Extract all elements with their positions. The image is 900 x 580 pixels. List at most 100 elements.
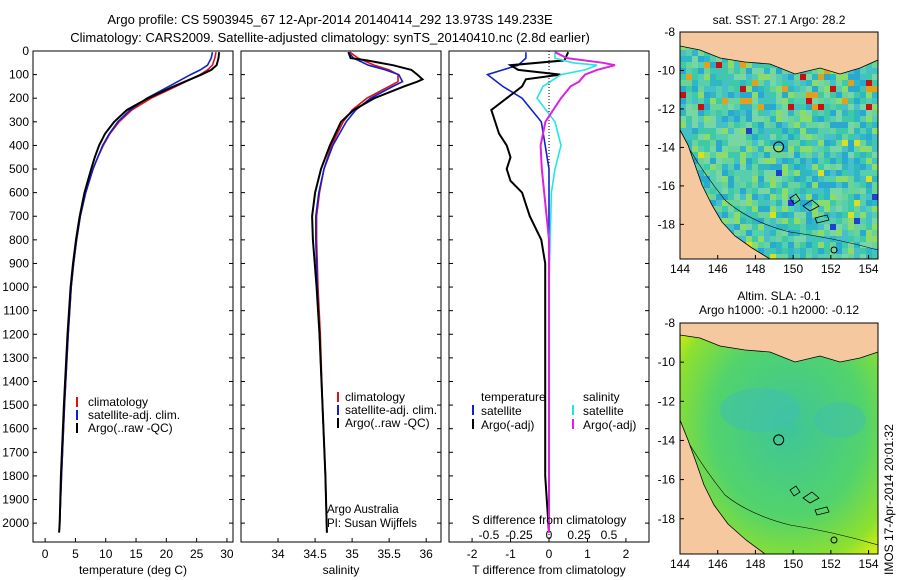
sst-cell xyxy=(764,104,770,110)
sst-cell xyxy=(758,158,764,164)
sst-cell xyxy=(680,116,686,122)
sst-cell xyxy=(842,92,848,98)
sst-cell xyxy=(824,152,830,158)
sst-cell xyxy=(728,122,734,128)
sst-cell xyxy=(866,134,872,140)
sst-cell xyxy=(812,182,818,188)
sst-cell xyxy=(716,122,722,128)
y-tick-label: 1600 xyxy=(2,422,29,436)
sst-cell xyxy=(680,80,686,86)
sst-cell xyxy=(866,68,872,74)
sst-cell xyxy=(710,92,716,98)
sst-cell xyxy=(800,206,806,212)
sst-cell xyxy=(770,176,776,182)
y-tick-label: -16 xyxy=(658,179,676,193)
sst-cell xyxy=(818,98,824,104)
sst-cell xyxy=(800,170,806,176)
sst-cell xyxy=(764,80,770,86)
sst-cell xyxy=(782,254,788,259)
sst-cell xyxy=(812,116,818,122)
sst-cell xyxy=(818,248,824,254)
sst-cell xyxy=(770,248,776,254)
sst-cell xyxy=(758,182,764,188)
sst-cell xyxy=(722,104,728,110)
sst-cell xyxy=(686,128,692,134)
sst-cell xyxy=(746,98,752,104)
sst-cell xyxy=(698,86,704,92)
sst-cell xyxy=(788,164,794,170)
sst-cell xyxy=(836,134,842,140)
sst-cell xyxy=(716,182,722,188)
sst-cell xyxy=(746,188,752,194)
sst-cell xyxy=(848,182,854,188)
sst-cell xyxy=(848,74,854,80)
profile-location-marker xyxy=(773,434,785,446)
sst-cell xyxy=(782,230,788,236)
sst-cell xyxy=(770,236,776,242)
sst-cell xyxy=(758,146,764,152)
sst-cell xyxy=(734,128,740,134)
sst-cell xyxy=(764,170,770,176)
sst-cell xyxy=(740,230,746,236)
y-tick-label: 1900 xyxy=(2,493,29,507)
sst-cell xyxy=(794,86,800,92)
sst-cell xyxy=(728,212,734,218)
sst-coast-north xyxy=(680,32,878,75)
sst-cell xyxy=(782,182,788,188)
sst-cell xyxy=(746,134,752,140)
sst-cell xyxy=(806,212,812,218)
sst-cell xyxy=(854,110,860,116)
sst-cell xyxy=(722,152,728,158)
sst-cell xyxy=(686,140,692,146)
sst-cell xyxy=(782,224,788,230)
sst-cell xyxy=(752,86,758,92)
sst-cell xyxy=(794,236,800,242)
sst-cell xyxy=(740,140,746,146)
sst-cell xyxy=(872,254,878,259)
sst-cell xyxy=(854,122,860,128)
x-tick-label: 0 xyxy=(42,547,49,561)
sst-cell xyxy=(842,158,848,164)
sst-cell xyxy=(734,176,740,182)
y-tick-label: 600 xyxy=(9,186,29,200)
sst-cell xyxy=(716,158,722,164)
sst-cell xyxy=(746,230,752,236)
sst-cell xyxy=(812,236,818,242)
sst-cell xyxy=(710,182,716,188)
sst-cell xyxy=(704,176,710,182)
x-tick-label: 34.5 xyxy=(303,547,327,561)
sst-cell xyxy=(848,110,854,116)
sst-cell xyxy=(764,242,770,248)
x-tick-label: 148 xyxy=(745,262,765,276)
sst-cell xyxy=(812,152,818,158)
sst-cell xyxy=(806,188,812,194)
sst-cell xyxy=(704,74,710,80)
sst-cell xyxy=(764,218,770,224)
sst-map-frame xyxy=(679,31,879,260)
sst-cell xyxy=(800,98,806,104)
sst-cell xyxy=(842,128,848,134)
sst-cell xyxy=(782,122,788,128)
sst-cell xyxy=(776,248,782,254)
sst-cell xyxy=(692,140,698,146)
sst-cell xyxy=(740,86,746,92)
sst-cell xyxy=(806,86,812,92)
sst-cell xyxy=(818,236,824,242)
sst-cell xyxy=(698,134,704,140)
sst-cell xyxy=(794,110,800,116)
sst-cell xyxy=(824,248,830,254)
sst-cell xyxy=(686,74,692,80)
series-line xyxy=(490,51,570,533)
sst-cell xyxy=(680,104,686,110)
sst-cell xyxy=(734,140,740,146)
sst-cell xyxy=(812,92,818,98)
sst-cell xyxy=(824,194,830,200)
sst-cell xyxy=(686,68,692,74)
sst-cell xyxy=(692,116,698,122)
sst-cell xyxy=(818,158,824,164)
sst-cell xyxy=(716,134,722,140)
sst-cell xyxy=(734,194,740,200)
series-line xyxy=(314,51,404,533)
series-line xyxy=(539,51,616,533)
sst-cell xyxy=(776,146,782,152)
